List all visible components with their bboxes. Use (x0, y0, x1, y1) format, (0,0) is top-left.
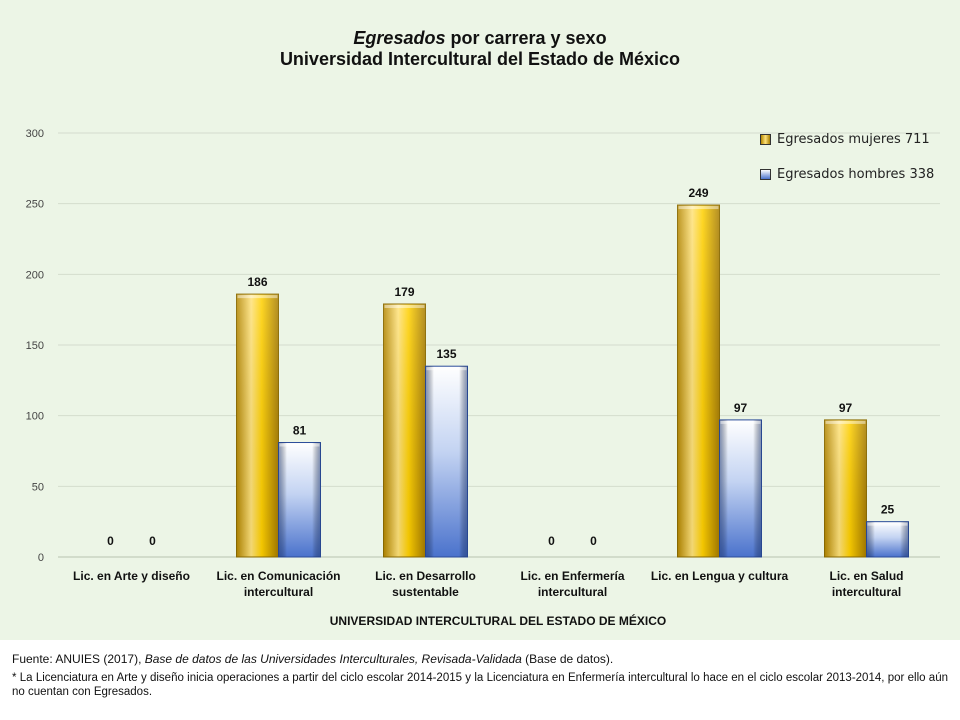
data-label: 179 (394, 285, 414, 299)
y-tick-label: 300 (26, 128, 44, 140)
data-label: 0 (107, 534, 114, 548)
legend-item-mujeres: Egresados mujeres 711 (760, 130, 950, 148)
source-prefix: Fuente: ANUIES (2017), (12, 652, 145, 666)
bar (677, 204, 720, 558)
chart-title: Egresados por carrera y sexo Universidad… (0, 28, 960, 70)
footnote: * La Licenciatura en Arte y diseño inici… (12, 672, 948, 698)
bar (719, 419, 762, 558)
data-label: 0 (149, 534, 156, 548)
bar (278, 442, 321, 558)
chart-area: Egresados por carrera y sexo Universidad… (0, 0, 960, 640)
y-tick-label: 150 (26, 340, 44, 352)
data-label: 97 (839, 401, 853, 415)
data-label: 0 (548, 534, 555, 548)
source-title: Base de datos de las Universidades Inter… (144, 652, 522, 666)
data-label: 0 (590, 534, 597, 548)
y-tick-label: 0 (38, 552, 44, 564)
legend-item-hombres: Egresados hombres 338 (760, 165, 950, 183)
y-tick-label: 200 (26, 269, 44, 281)
bar (866, 521, 909, 558)
bar (425, 365, 468, 558)
legend-swatch-hombres (760, 168, 771, 180)
x-tick-label: Lic. en Enfermería intercultural (520, 569, 624, 599)
title-rest: por carrera y sexo (445, 28, 607, 48)
data-label: 186 (247, 275, 267, 289)
y-tick-label: 250 (26, 199, 44, 211)
footer: Fuente: ANUIES (2017), Base de datos de … (12, 652, 948, 699)
bar (383, 303, 426, 558)
legend-label-hombres: Egresados hombres 338 (777, 166, 935, 182)
legend-swatch-mujeres (760, 133, 771, 145)
title-emphasis: Egresados (353, 28, 446, 48)
x-tick-label: Lic. en Desarrollo sustentable (375, 569, 476, 599)
legend: Egresados mujeres 711 Egresados hombres … (760, 130, 950, 200)
x-tick-label: Lic. en Lengua y cultura (651, 569, 789, 583)
data-label: 135 (436, 347, 456, 361)
legend-label-mujeres: Egresados mujeres 711 (777, 131, 930, 147)
data-label: 97 (734, 401, 748, 415)
chart-subtitle: Universidad Intercultural del Estado de … (279, 49, 681, 69)
x-axis-title: UNIVERSIDAD INTERCULTURAL DEL ESTADO DE … (330, 613, 666, 628)
bar (824, 419, 867, 558)
x-tick-label: Lic. en Arte y diseño (73, 569, 190, 583)
source-line: Fuente: ANUIES (2017), Base de datos de … (12, 652, 948, 666)
x-tick-label: Lic. en Salud intercultural (829, 569, 903, 599)
data-label: 249 (688, 186, 708, 200)
y-tick-label: 100 (26, 411, 44, 423)
data-label: 81 (293, 424, 307, 438)
y-tick-label: 50 (32, 481, 44, 493)
x-tick-label: Lic. en Comunicación intercultural (216, 569, 340, 599)
data-label: 25 (881, 503, 895, 517)
source-suffix: (Base de datos). (521, 652, 614, 666)
bar (236, 293, 279, 558)
